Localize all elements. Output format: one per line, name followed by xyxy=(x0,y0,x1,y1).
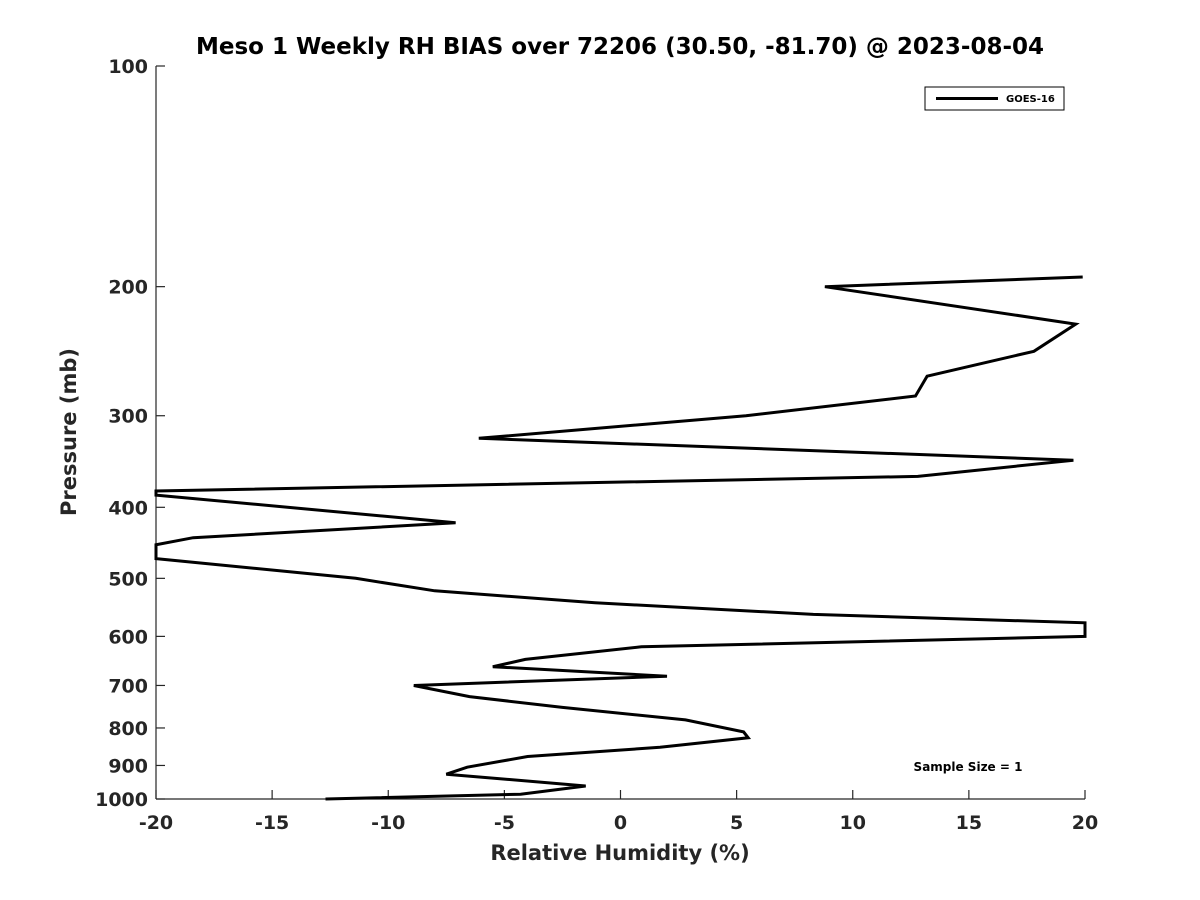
y-tick-label: 400 xyxy=(108,497,148,519)
series-line-goes-16 xyxy=(154,275,1087,801)
x-tick-label: 15 xyxy=(956,812,982,834)
y-tick-label: 800 xyxy=(108,718,148,740)
x-tick-label: -5 xyxy=(494,812,515,834)
y-tick-label: 200 xyxy=(108,277,148,299)
x-tick-label: -15 xyxy=(255,812,289,834)
x-tick-label: 10 xyxy=(840,812,866,834)
x-ticks: -20 -15 -10 -5 0 5 10 15 20 xyxy=(139,790,1098,834)
x-tick-label: -10 xyxy=(371,812,405,834)
legend-entry-goes-16: GOES-16 xyxy=(1006,94,1055,105)
legend: GOES-16 xyxy=(924,86,1065,111)
x-tick-label: 20 xyxy=(1072,812,1098,834)
y-ticks: 100 200 300 400 500 600 700 800 900 1000 xyxy=(95,56,165,811)
y-tick-label: 500 xyxy=(108,568,148,590)
y-tick-label: 600 xyxy=(108,626,148,648)
y-tick-label: 1000 xyxy=(95,789,148,811)
plot-area: -20 -15 -10 -5 0 5 10 15 20 100 200 300 400 500 600 70… xyxy=(95,56,1098,834)
x-tick-label: 0 xyxy=(614,812,627,834)
y-tick-label: 700 xyxy=(108,675,148,697)
sample-size-annotation: Sample Size = 1 xyxy=(914,760,1023,774)
x-axis-label: Relative Humidity (%) xyxy=(490,841,749,865)
chart-title: Meso 1 Weekly RH BIAS over 72206 (30.50,… xyxy=(196,34,1044,60)
x-tick-label: 5 xyxy=(730,812,743,834)
y-tick-label: 100 xyxy=(108,56,148,78)
y-tick-label: 300 xyxy=(108,406,148,428)
y-tick-label: 900 xyxy=(108,755,148,777)
y-axis-label: Pressure (mb) xyxy=(57,348,81,516)
x-tick-label: -20 xyxy=(139,812,173,834)
